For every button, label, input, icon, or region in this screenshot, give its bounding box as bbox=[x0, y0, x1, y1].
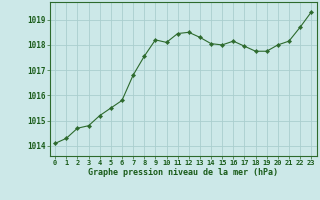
X-axis label: Graphe pression niveau de la mer (hPa): Graphe pression niveau de la mer (hPa) bbox=[88, 168, 278, 177]
